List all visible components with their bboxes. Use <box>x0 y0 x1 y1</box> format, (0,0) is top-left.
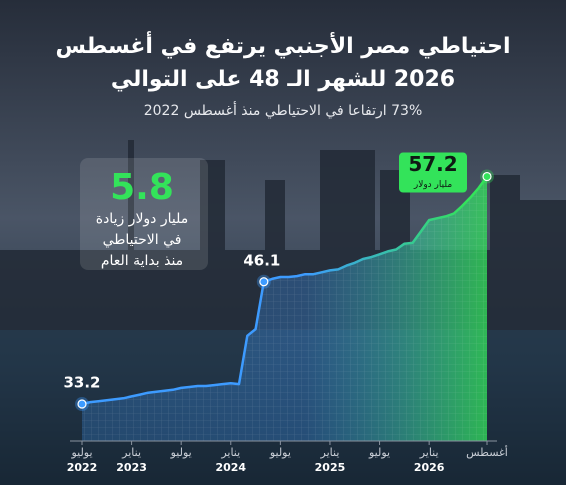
chart-subtitle: 73% ارتفاعا في الاحتياطي منذ أغسطس 2022 <box>144 101 423 119</box>
x-tick-year: 2024 <box>215 461 246 474</box>
x-tick-label: يناير <box>220 446 240 459</box>
value-unit: مليار دولار <box>413 180 452 190</box>
x-tick-label: يناير <box>419 446 439 459</box>
point <box>77 399 87 409</box>
x-tick-label: يناير <box>320 446 340 459</box>
highlight-text: في الاحتياطي <box>103 232 182 248</box>
chart-title: 2026 للشهر الـ 48 على التوالي <box>111 67 455 92</box>
chart-title: احتياطي مصر الأجنبي يرتفع في أغسطس <box>55 30 510 59</box>
value-label: 33.2 <box>63 374 100 392</box>
x-tick-year: 2025 <box>315 461 346 474</box>
x-tick-year: 2026 <box>414 461 445 474</box>
x-tick-label: يوليو <box>170 446 192 459</box>
point <box>482 171 492 182</box>
x-tick-label: يوليو <box>368 446 390 459</box>
area-grid <box>82 176 487 441</box>
x-tick-label: يوليو <box>269 446 291 459</box>
x-tick-label: يناير <box>121 446 141 459</box>
x-tick-year: 2023 <box>116 461 147 474</box>
x-tick-label: يوليو <box>70 446 92 459</box>
value-label: 46.1 <box>243 251 280 269</box>
highlight-text: منذ بداية العام <box>101 253 183 269</box>
point <box>259 277 269 287</box>
x-tick-year: 2022 <box>67 461 98 474</box>
value-badge <box>399 152 467 193</box>
callout-box <box>80 158 208 270</box>
value-label: 57.2 <box>408 152 457 176</box>
line <box>81 175 489 406</box>
highlight-value: 5.8 <box>110 167 174 208</box>
highlight-text: مليار دولار زيادة <box>96 211 189 227</box>
x-tick-label: أغسطس <box>466 445 508 459</box>
